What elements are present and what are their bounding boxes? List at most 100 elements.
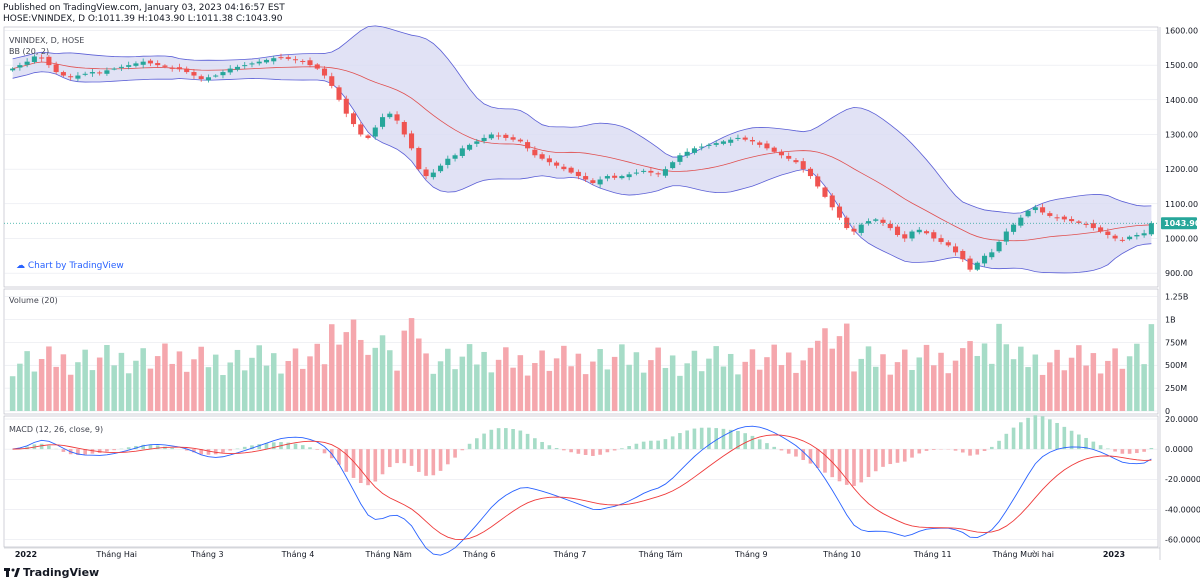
volume-bar — [183, 371, 190, 411]
candle-body — [510, 137, 516, 140]
volume-bar — [437, 361, 444, 411]
time-tick-label: Tháng Năm — [365, 550, 412, 559]
candle-body — [1141, 233, 1147, 236]
candle-body — [532, 149, 538, 156]
volume-bar — [822, 328, 828, 411]
candle-body — [285, 57, 291, 59]
volume-bar — [785, 352, 792, 411]
candle-body — [699, 146, 705, 148]
candle-body — [1025, 210, 1031, 217]
volume-bar — [814, 340, 821, 411]
time-tick-label: Tháng 9 — [734, 550, 768, 559]
candle-body — [764, 143, 770, 149]
candle-body — [1003, 231, 1009, 242]
candle-body — [68, 76, 74, 78]
volume-bar — [154, 356, 161, 411]
candle-body — [438, 165, 444, 172]
volume-bar — [771, 344, 777, 411]
volume-bar — [626, 364, 632, 411]
candle-body — [1047, 213, 1053, 216]
candle-body — [271, 58, 277, 62]
candle-body — [278, 57, 284, 59]
volume-bar — [582, 374, 589, 411]
candle-body — [452, 155, 458, 159]
volume-bar — [17, 363, 23, 411]
volume-bar — [1018, 346, 1024, 411]
candle-body — [931, 232, 937, 239]
chart-by-tradingview-link[interactable]: ☁ Chart by TradingView — [16, 261, 124, 271]
volume-bar — [590, 361, 596, 411]
volume-bar — [843, 323, 850, 411]
volume-bar — [735, 374, 741, 411]
published-line: Published on TradingView.com, January 03… — [3, 3, 285, 13]
candle-body — [169, 67, 175, 69]
candle-body — [31, 56, 37, 63]
macd-tick-label: -40.0000 — [1165, 505, 1200, 514]
candle-body — [880, 219, 886, 223]
price-tick-label: 1400.00 — [1165, 96, 1198, 105]
candle-body — [778, 151, 785, 156]
volume-bar — [452, 369, 458, 411]
volume-bar — [778, 365, 785, 411]
candle-body — [133, 63, 139, 66]
candle-body — [321, 68, 328, 76]
candle-body — [815, 176, 821, 187]
bollinger-basis — [12, 61, 1152, 242]
volume-bar — [553, 358, 560, 411]
candle-body — [604, 176, 610, 179]
candle-body — [1061, 216, 1067, 220]
volume-bar — [858, 358, 865, 411]
volume-bar — [1148, 324, 1155, 411]
candle-body — [655, 173, 661, 175]
volume-bar — [75, 362, 81, 411]
volume-bar — [227, 362, 233, 411]
candle-body — [1076, 221, 1082, 223]
volume-bar — [597, 349, 603, 411]
volume-bar — [880, 354, 886, 411]
volume-bar — [887, 374, 894, 411]
price-tick-label: 1300.00 — [1165, 130, 1198, 139]
candle-body — [401, 121, 407, 135]
candle-body — [60, 72, 66, 76]
tradingview-logo[interactable]: TradingView — [4, 566, 99, 579]
volume-bar — [1141, 364, 1147, 411]
volume-bar — [742, 361, 748, 411]
volume-bar — [684, 363, 690, 411]
volume-bar — [329, 324, 335, 411]
candle-body — [583, 176, 589, 180]
candle-body — [379, 117, 386, 127]
candle-body — [996, 241, 1002, 252]
volume-bar — [104, 345, 110, 411]
volume-bar — [713, 346, 719, 411]
candle-body — [394, 114, 400, 121]
candle-body — [568, 167, 574, 173]
candle-body — [242, 65, 248, 67]
candle-body — [873, 219, 879, 221]
candle-body — [648, 170, 654, 173]
candle-body — [46, 56, 52, 66]
volume-bar — [1061, 370, 1068, 411]
candle-body — [786, 155, 792, 159]
volume-bar — [1032, 354, 1039, 411]
pane-frame-2 — [3, 415, 1159, 548]
time-tick-label: 2023 — [1103, 550, 1125, 559]
volume-bar — [495, 359, 502, 411]
volume-bar — [60, 354, 67, 411]
candle-body — [974, 262, 980, 270]
candle-body — [887, 223, 893, 229]
volume-bar — [191, 359, 197, 411]
time-tick-label: Tháng Tám — [638, 550, 683, 559]
volume-bar — [408, 318, 415, 411]
candle-body — [909, 231, 915, 239]
candle-body — [467, 144, 473, 150]
volume-bar — [278, 373, 284, 411]
cloud-icon: ☁ — [16, 261, 25, 271]
last-price-label: 1043.90 — [1164, 219, 1200, 228]
candle-body — [198, 76, 204, 79]
volume-bar — [481, 351, 487, 411]
candle-body — [111, 68, 117, 70]
volume-bar — [343, 332, 350, 411]
volume-bar — [800, 360, 806, 411]
volume-bar — [423, 353, 429, 411]
